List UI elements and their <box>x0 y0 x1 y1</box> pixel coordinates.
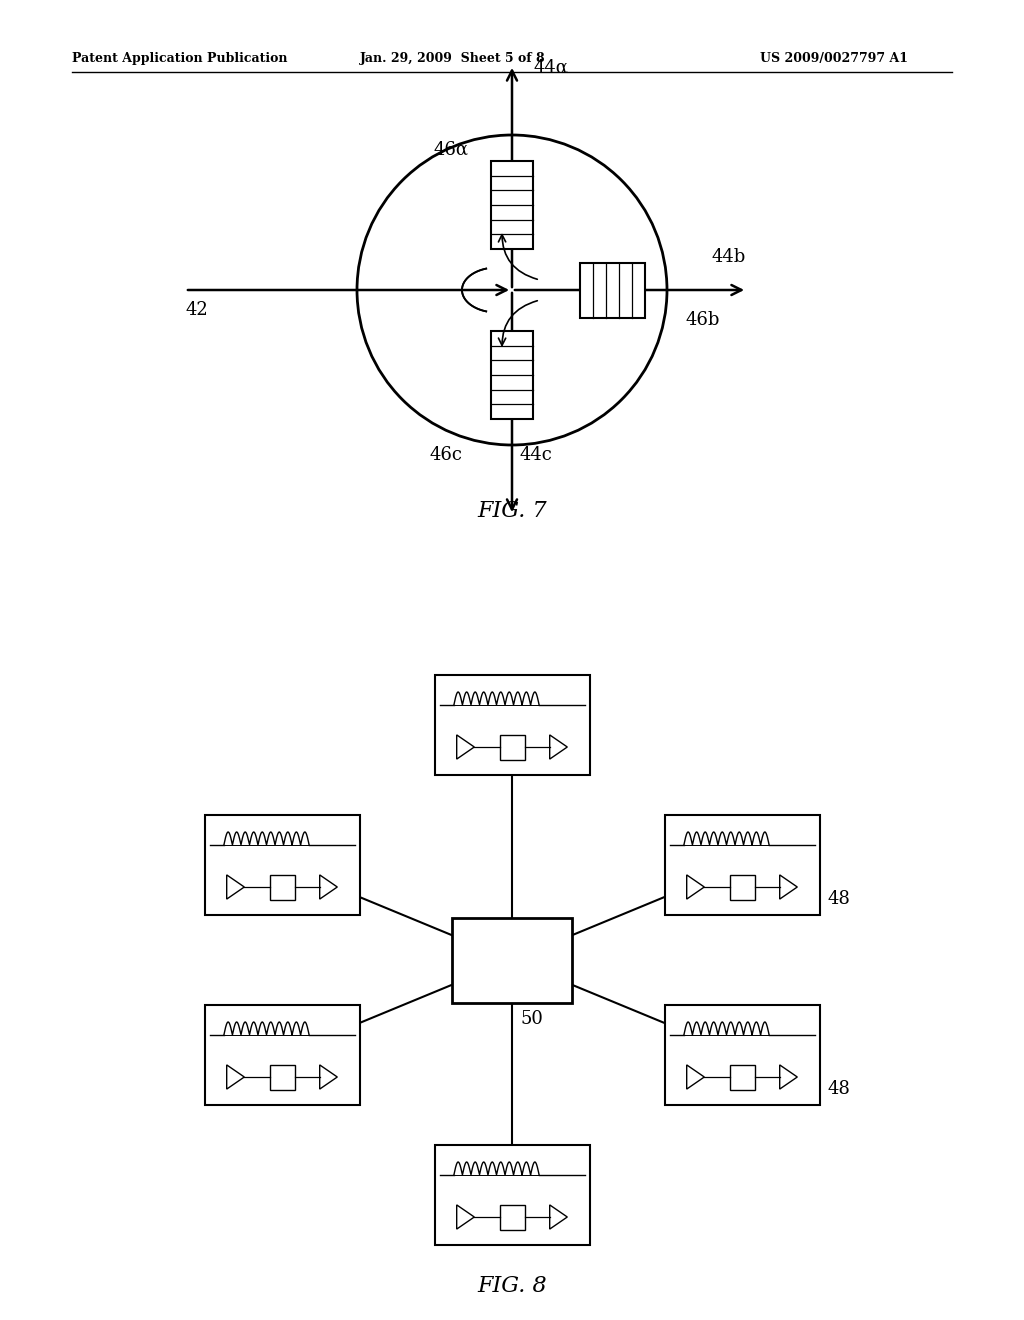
Text: 50: 50 <box>520 1011 543 1028</box>
Bar <box>434 1144 590 1245</box>
Bar <box>729 1064 755 1089</box>
Text: 48: 48 <box>827 1080 850 1098</box>
Text: 46α: 46α <box>434 141 469 158</box>
Bar <box>434 675 590 775</box>
Bar <box>500 734 524 759</box>
Text: 48: 48 <box>827 890 850 908</box>
Text: 42: 42 <box>185 301 208 319</box>
Bar <box>269 874 295 899</box>
Text: FIG. 7: FIG. 7 <box>477 500 547 521</box>
Text: Jan. 29, 2009  Sheet 5 of 8: Jan. 29, 2009 Sheet 5 of 8 <box>360 51 546 65</box>
Bar <box>205 814 359 915</box>
Bar <box>490 161 534 249</box>
Bar <box>205 1005 359 1105</box>
Bar <box>269 1064 295 1089</box>
Text: 46b: 46b <box>685 312 720 329</box>
Bar <box>500 1204 524 1229</box>
Bar <box>452 917 572 1002</box>
Bar <box>665 1005 819 1105</box>
Text: Patent Application Publication: Patent Application Publication <box>72 51 288 65</box>
Text: FIG. 8: FIG. 8 <box>477 1275 547 1298</box>
Text: 46c: 46c <box>430 446 463 465</box>
Text: 44c: 44c <box>520 446 553 465</box>
Bar <box>729 874 755 899</box>
Bar <box>490 331 534 418</box>
Text: 44b: 44b <box>712 248 746 267</box>
Text: US 2009/0027797 A1: US 2009/0027797 A1 <box>760 51 908 65</box>
Text: 44α: 44α <box>534 59 569 77</box>
Bar <box>580 263 644 318</box>
Bar <box>665 814 819 915</box>
